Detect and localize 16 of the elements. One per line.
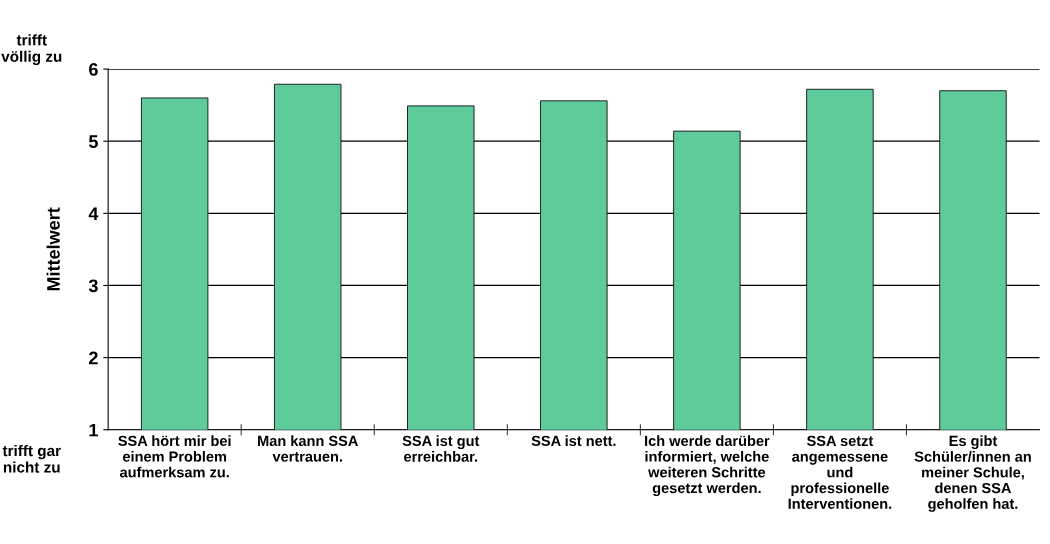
x-tick-label: SSA hört mir bei einem Problem aufmerksam zu. — [118, 435, 231, 478]
y-tick-label: 6 — [89, 63, 98, 76]
x-tick-label: SSA ist nett. — [531, 435, 616, 447]
x-tick-label: Es gibt Schüler/innen an meiner Schule, denen SSA geholfen hat. — [914, 435, 1031, 512]
y-tick-label: 1 — [89, 423, 98, 437]
y-tick-label: 2 — [89, 351, 98, 365]
x-tick-label: Man kann SSA vertrauen. — [258, 435, 358, 462]
y-tick-label: 4 — [88, 207, 99, 220]
y-tick-label: 3 — [88, 279, 98, 293]
x-tick-label: SSA ist gut erreichbar. — [402, 435, 480, 462]
text: trifft gar nicht zu — [2, 444, 61, 473]
text: trifft völlig zu — [1, 34, 62, 66]
y-axis-title: Mittelwert — [46, 207, 60, 291]
y-tick-label: 5 — [88, 135, 98, 148]
x-tick-label: Ich werde darüber informiert, welche weiteren Schritte gesetzt werden. — [645, 435, 770, 497]
x-tick-label: SSA setzt angemessene und professionelle Interventionen. — [788, 435, 892, 509]
